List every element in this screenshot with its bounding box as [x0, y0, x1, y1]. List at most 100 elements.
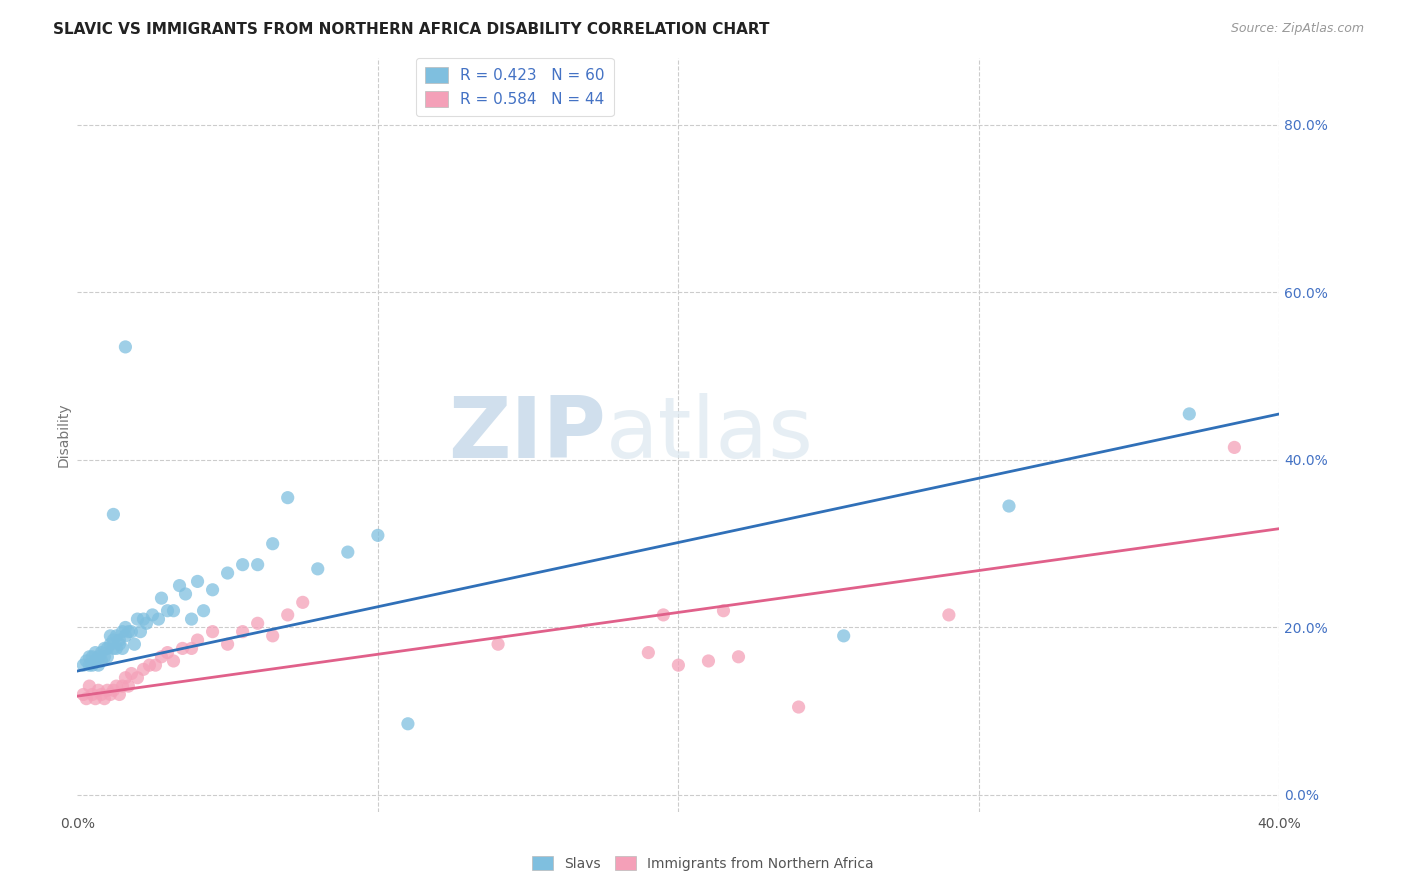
Point	[108, 637, 131, 651]
Point	[367, 528, 389, 542]
Point	[277, 491, 299, 505]
Point	[150, 591, 173, 606]
Point	[72, 688, 94, 702]
Point	[82, 658, 104, 673]
Point	[79, 679, 101, 693]
Text: ZIP: ZIP	[449, 393, 606, 476]
Point	[84, 654, 107, 668]
Point	[127, 612, 149, 626]
Point	[103, 683, 125, 698]
Point	[180, 641, 202, 656]
Point	[262, 629, 284, 643]
Point	[135, 616, 157, 631]
Point	[129, 624, 152, 639]
Point	[87, 649, 110, 664]
Point	[396, 716, 419, 731]
Point	[105, 641, 128, 656]
Point	[75, 654, 97, 668]
Point	[90, 646, 112, 660]
Point	[90, 654, 112, 668]
Point	[117, 624, 139, 639]
Point	[193, 604, 215, 618]
Point	[127, 671, 149, 685]
Point	[114, 629, 136, 643]
Point	[201, 582, 224, 597]
Point	[103, 641, 125, 656]
Point	[246, 616, 269, 631]
Point	[84, 646, 107, 660]
Point	[103, 508, 125, 522]
Point	[93, 691, 115, 706]
Point	[87, 683, 110, 698]
Point	[486, 637, 509, 651]
Point	[90, 688, 112, 702]
Point	[124, 637, 146, 651]
Point	[114, 340, 136, 354]
Point	[79, 649, 101, 664]
Point	[246, 558, 269, 572]
Point	[96, 683, 118, 698]
Point	[162, 604, 184, 618]
Point	[727, 649, 749, 664]
Point	[100, 637, 122, 651]
Point	[82, 649, 104, 664]
Point	[111, 624, 134, 639]
Point	[105, 679, 128, 693]
Point	[84, 691, 107, 706]
Point	[150, 649, 173, 664]
Legend: R = 0.423   N = 60, R = 0.584   N = 44: R = 0.423 N = 60, R = 0.584 N = 44	[416, 58, 613, 116]
Point	[787, 700, 810, 714]
Point	[72, 658, 94, 673]
Point	[277, 607, 299, 622]
Point	[1223, 441, 1246, 455]
Y-axis label: Disability: Disability	[56, 402, 70, 467]
Point	[120, 624, 142, 639]
Point	[156, 604, 179, 618]
Point	[114, 671, 136, 685]
Point	[111, 641, 134, 656]
Point	[120, 666, 142, 681]
Text: Source: ZipAtlas.com: Source: ZipAtlas.com	[1230, 22, 1364, 36]
Point	[262, 537, 284, 551]
Point	[105, 629, 128, 643]
Point	[697, 654, 720, 668]
Point	[938, 607, 960, 622]
Point	[172, 641, 194, 656]
Point	[174, 587, 197, 601]
Point	[637, 646, 659, 660]
Point	[100, 629, 122, 643]
Point	[668, 658, 690, 673]
Point	[180, 612, 202, 626]
Point	[832, 629, 855, 643]
Point	[998, 499, 1021, 513]
Point	[156, 646, 179, 660]
Text: atlas: atlas	[606, 393, 814, 476]
Point	[93, 641, 115, 656]
Point	[232, 558, 254, 572]
Point	[201, 624, 224, 639]
Point	[111, 679, 134, 693]
Point	[114, 620, 136, 634]
Point	[108, 633, 131, 648]
Point	[79, 658, 101, 673]
Point	[187, 633, 209, 648]
Point	[75, 691, 97, 706]
Point	[132, 612, 155, 626]
Point	[169, 578, 191, 592]
Point	[187, 574, 209, 589]
Point	[117, 679, 139, 693]
Point	[108, 688, 131, 702]
Point	[138, 658, 160, 673]
Point	[93, 649, 115, 664]
Point	[100, 688, 122, 702]
Point	[82, 688, 104, 702]
Point	[713, 604, 735, 618]
Point	[141, 607, 163, 622]
Legend: Slavs, Immigrants from Northern Africa: Slavs, Immigrants from Northern Africa	[527, 850, 879, 876]
Point	[96, 649, 118, 664]
Point	[96, 641, 118, 656]
Point	[217, 637, 239, 651]
Point	[291, 595, 314, 609]
Point	[132, 662, 155, 676]
Point	[87, 658, 110, 673]
